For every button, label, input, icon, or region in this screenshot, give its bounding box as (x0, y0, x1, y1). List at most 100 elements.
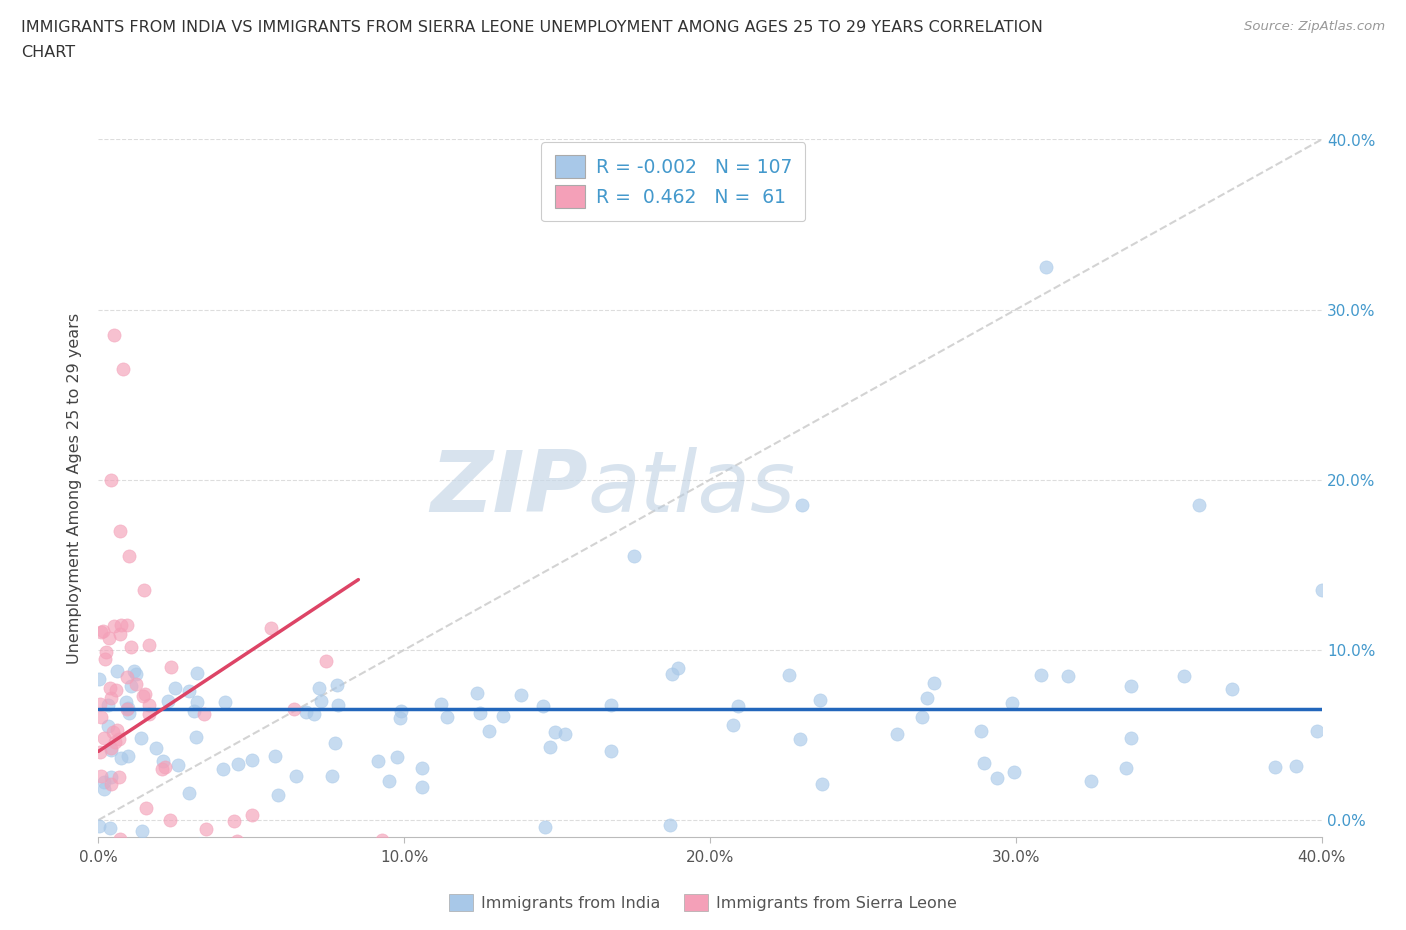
Point (1119, 731, 1142, 746)
Point (89, 744, 111, 759)
Point (371, 832, 394, 847)
Point (973, 756, 995, 771)
Point (122, 664, 145, 679)
Point (120, 678, 142, 693)
Point (385, 750, 408, 764)
Point (723, 718, 745, 733)
Point (90, 768, 112, 783)
Point (179, 684, 201, 698)
Point (267, 788, 290, 803)
Point (915, 691, 938, 706)
Point (411, 779, 433, 794)
Point (117, 749, 139, 764)
Text: IMMIGRANTS FROM INDIA VS IMMIGRANTS FROM SIERRA LEONE UNEMPLOYMENT AMONG AGES 25: IMMIGRANTS FROM INDIA VS IMMIGRANTS FROM… (21, 20, 1043, 35)
Point (1305, 724, 1327, 738)
Point (118, 706, 141, 721)
Point (93, 774, 115, 789)
Point (179, 786, 201, 801)
Point (600, 744, 623, 759)
Point (115, 701, 138, 716)
Point (226, 833, 249, 848)
Point (193, 707, 215, 722)
Point (129, 731, 152, 746)
Point (107, 663, 129, 678)
Point (105, 722, 128, 737)
Point (222, 814, 245, 829)
Point (93, 731, 115, 746)
Point (170, 838, 193, 853)
Point (100, 691, 122, 706)
Point (134, 686, 156, 701)
Text: Source: ZipAtlas.com: Source: ZipAtlas.com (1244, 20, 1385, 33)
Point (117, 618, 139, 633)
Point (284, 768, 307, 783)
Point (492, 709, 515, 724)
Point (138, 698, 160, 712)
Point (160, 659, 183, 674)
Point (100, 777, 122, 791)
Point (131, 824, 153, 839)
Point (1310, 583, 1333, 598)
Point (1035, 259, 1057, 274)
Point (150, 762, 173, 777)
Point (260, 621, 283, 636)
Point (240, 808, 263, 823)
Point (315, 653, 337, 668)
Point (367, 753, 389, 768)
Point (666, 661, 689, 676)
Text: ZIP: ZIP (430, 446, 588, 530)
Point (1057, 669, 1080, 684)
Text: CHART: CHART (21, 45, 75, 60)
Point (166, 758, 188, 773)
Point (184, 729, 207, 744)
Point (107, 731, 129, 746)
Point (468, 706, 491, 721)
Point (533, 819, 555, 834)
Point (308, 681, 330, 696)
Point (658, 817, 681, 832)
Point (117, 700, 139, 715)
Point (118, 549, 141, 564)
Point (389, 711, 412, 725)
Point (100, 820, 122, 835)
Point (89, 671, 111, 686)
Point (98, 681, 121, 696)
Point (190, 836, 212, 851)
Point (97, 631, 120, 645)
Point (105, 683, 128, 698)
Point (1115, 761, 1137, 776)
Point (97, 698, 120, 712)
Point (465, 685, 488, 700)
Point (986, 771, 1008, 786)
Point (115, 695, 138, 710)
Point (538, 739, 561, 754)
Point (89, 697, 111, 711)
Point (186, 695, 208, 710)
Point (101, 854, 124, 869)
Point (789, 732, 811, 747)
Point (97, 719, 120, 734)
Point (90, 710, 112, 724)
Point (727, 699, 749, 714)
Point (1080, 774, 1102, 789)
Point (910, 709, 932, 724)
Point (145, 740, 167, 755)
Point (94, 652, 117, 667)
Point (377, 854, 399, 869)
Legend: R = -0.002   N = 107, R =  0.462   N =  61: R = -0.002 N = 107, R = 0.462 N = 61 (541, 142, 806, 221)
Point (478, 724, 501, 738)
Point (292, 845, 315, 860)
Point (101, 724, 124, 739)
Point (600, 698, 623, 712)
Point (263, 749, 285, 764)
Point (661, 667, 683, 682)
Point (149, 841, 172, 856)
Point (214, 695, 236, 710)
Point (170, 841, 193, 856)
Point (226, 756, 249, 771)
Point (120, 640, 142, 655)
Point (378, 774, 401, 789)
Point (108, 627, 131, 642)
Point (212, 762, 235, 777)
Point (194, 821, 217, 836)
